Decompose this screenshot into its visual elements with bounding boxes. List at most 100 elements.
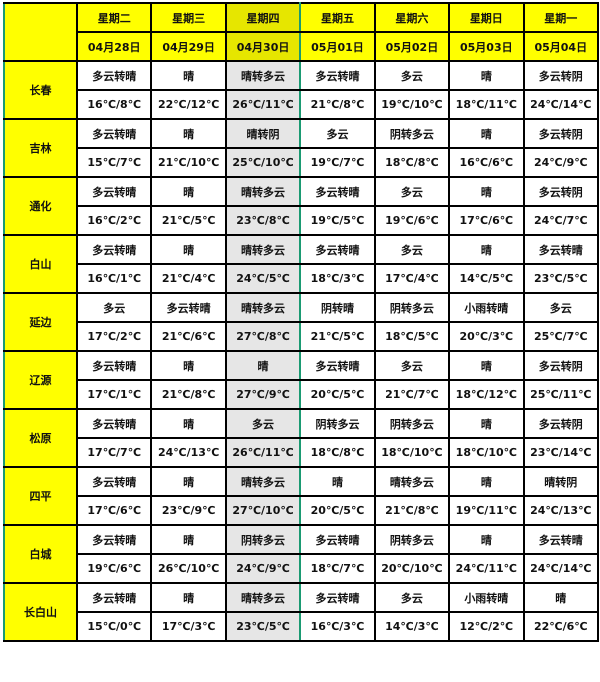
weather-cell: 阴转多云 (373, 524, 451, 555)
temperature-cell: 27℃/9℃ (224, 379, 302, 410)
weather-cell: 多云转晴 (75, 582, 153, 613)
weekday-header: 星期六 (373, 2, 451, 33)
weather-cell: 多云转晴 (299, 350, 376, 381)
temperature-cell: 24℃/13℃ (150, 437, 227, 468)
weather-cell: 阴转多云 (373, 408, 451, 439)
temperature-cell: 21℃/8℃ (373, 495, 451, 526)
temperature-cell: 26℃/11℃ (224, 437, 302, 468)
temperature-cell: 17℃/6℃ (75, 495, 153, 526)
weather-cell: 晴 (448, 60, 525, 91)
temperature-cell: 21℃/4℃ (150, 263, 227, 294)
city-temp-row: 15℃/0℃ 17℃/3℃ 23℃/5℃ 16℃/3℃ 14℃/3℃ 12℃/2℃ 22℃/… (4, 611, 600, 642)
temperature-cell: 21℃/5℃ (299, 321, 376, 352)
temperature-cell: 17℃/7℃ (75, 437, 153, 468)
city-name: 延边 (3, 292, 78, 352)
temperature-cell: 22℃/12℃ (150, 89, 227, 120)
weather-cell: 晴 (448, 234, 525, 265)
city-name: 白城 (3, 524, 78, 584)
weather-cell: 多云转晴 (75, 466, 153, 497)
weekday-header: 星期四 (224, 2, 302, 33)
weather-cell: 晴转阴 (224, 118, 302, 149)
temperature-cell: 24℃/14℃ (522, 553, 600, 584)
weather-cell: 多云转晴 (522, 234, 600, 265)
weather-cell: 多云转阴 (522, 350, 600, 381)
weather-cell: 晴 (299, 466, 376, 497)
weather-cell: 晴转多云 (373, 466, 451, 497)
temperature-cell: 21℃/6℃ (150, 321, 227, 352)
temperature-cell: 23℃/14℃ (522, 437, 600, 468)
date-header: 04月28日 (75, 31, 153, 62)
temperature-cell: 21℃/8℃ (150, 379, 227, 410)
weather-cell: 阴转多云 (373, 292, 451, 323)
weekday-header: 星期二 (75, 2, 153, 33)
weather-cell: 晴 (150, 118, 227, 149)
city-name: 吉林 (3, 118, 78, 178)
temperature-cell: 26℃/11℃ (224, 89, 302, 120)
weather-cell: 晴转多云 (224, 60, 302, 91)
weather-cell: 晴 (224, 350, 302, 381)
weather-cell: 晴 (448, 118, 525, 149)
weather-cell: 晴转多云 (224, 466, 302, 497)
weather-cell: 小雨转晴 (448, 292, 525, 323)
temperature-cell: 17℃/2℃ (75, 321, 153, 352)
weather-cell: 阴转晴 (299, 292, 376, 323)
temperature-cell: 14℃/5℃ (448, 263, 525, 294)
weather-cell: 晴 (150, 524, 227, 555)
temperature-cell: 25℃/11℃ (522, 379, 600, 410)
temperature-cell: 18℃/10℃ (448, 437, 525, 468)
date-header: 05月01日 (299, 31, 376, 62)
weather-cell: 多云转阴 (522, 408, 600, 439)
weather-cell: 晴 (522, 582, 600, 613)
weather-cell: 多云转阴 (522, 118, 600, 149)
temperature-cell: 17℃/3℃ (150, 611, 227, 642)
temperature-cell: 16℃/8℃ (75, 89, 153, 120)
weather-cell: 多云 (373, 582, 451, 613)
city-temp-row: 17℃/2℃ 21℃/6℃ 27℃/8℃ 21℃/5℃ 18℃/5℃ 20℃/3℃ 25℃/… (4, 321, 600, 352)
temperature-cell: 21℃/8℃ (299, 89, 376, 120)
weather-cell: 晴 (150, 176, 227, 207)
weather-cell: 晴 (150, 582, 227, 613)
temperature-cell: 24℃/7℃ (522, 205, 600, 236)
temperature-cell: 19℃/11℃ (448, 495, 525, 526)
temperature-cell: 16℃/3℃ (299, 611, 376, 642)
temperature-cell: 18℃/7℃ (299, 553, 376, 584)
weather-cell: 多云 (373, 176, 451, 207)
weather-cell: 晴 (448, 350, 525, 381)
temperature-cell: 15℃/7℃ (75, 147, 153, 178)
temperature-cell: 16℃/2℃ (75, 205, 153, 236)
city-weather-row: 辽源 多云转晴晴晴多云转晴 多云晴多云转阴 (3, 350, 600, 410)
weather-cell: 多云转晴 (75, 234, 153, 265)
temperature-cell: 27℃/8℃ (224, 321, 302, 352)
temperature-cell: 26℃/10℃ (150, 553, 227, 584)
temperature-cell: 21℃/7℃ (373, 379, 451, 410)
weather-cell: 多云转晴 (75, 524, 153, 555)
weather-cell: 晴转多云 (224, 234, 302, 265)
temperature-cell: 25℃/10℃ (224, 147, 302, 178)
weather-cell: 晴 (448, 408, 525, 439)
weather-cell: 阴转多云 (299, 408, 376, 439)
date-header: 04月30日 (224, 31, 302, 62)
temperature-cell: 18℃/12℃ (448, 379, 525, 410)
temperature-cell: 20℃/3℃ (448, 321, 525, 352)
weekday-header: 星期五 (299, 2, 376, 33)
weather-cell: 多云 (373, 60, 451, 91)
city-temp-row: 16℃/1℃ 21℃/4℃ 24℃/5℃ 18℃/3℃ 17℃/4℃ 14℃/5℃ 23℃/… (4, 263, 600, 294)
weather-cell: 晴 (150, 60, 227, 91)
date-header: 05月03日 (448, 31, 525, 62)
temperature-cell: 19℃/6℃ (75, 553, 153, 584)
weather-cell: 多云转晴 (75, 118, 153, 149)
weather-cell: 晴 (150, 350, 227, 381)
city-name: 长白山 (3, 582, 78, 642)
temperature-cell: 17℃/6℃ (448, 205, 525, 236)
weather-cell: 晴转阴 (522, 466, 600, 497)
weekday-header: 星期三 (150, 2, 227, 33)
temperature-cell: 21℃/5℃ (150, 205, 227, 236)
temperature-cell: 23℃/9℃ (150, 495, 227, 526)
temperature-cell: 15℃/0℃ (75, 611, 153, 642)
city-temp-row: 17℃/7℃ 24℃/13℃ 26℃/11℃ 18℃/8℃ 18℃/10℃ 18℃/10℃… (4, 437, 600, 468)
weather-cell: 晴转多云 (224, 176, 302, 207)
weather-cell: 多云 (373, 350, 451, 381)
city-weather-row: 长春 多云转晴晴晴转多云 多云转晴 多云晴多云转阴 (3, 60, 600, 120)
city-name: 松原 (3, 408, 78, 468)
temperature-cell: 22℃/6℃ (522, 611, 600, 642)
